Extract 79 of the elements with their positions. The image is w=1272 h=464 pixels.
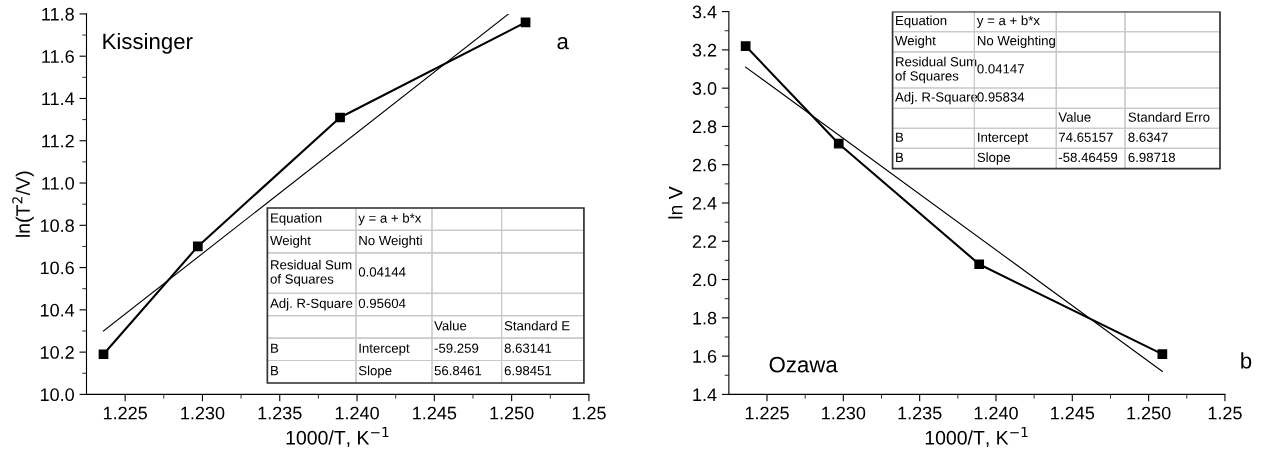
x-tick-label: 1.225	[745, 406, 789, 420]
x-tick-label: 1.245	[1051, 406, 1095, 420]
annotation: Weight	[270, 235, 311, 248]
y-axis-title: ln V	[668, 186, 683, 219]
x-tick-label: 1.235	[898, 406, 942, 420]
y-tick-label: 10.6	[40, 261, 74, 275]
y-tick-label: 1.4	[693, 388, 717, 401]
x-tick-label: 1.235	[258, 406, 302, 420]
annotation: B	[896, 152, 904, 162]
annotation: Value	[434, 320, 467, 331]
annotation: Adj. R-Square	[270, 298, 353, 311]
annotation: Slope	[977, 152, 1011, 165]
y-tick-label: 1.6	[693, 350, 717, 363]
x-tick-label: 1.225	[103, 406, 147, 420]
y-tick-label: 10.2	[40, 346, 74, 359]
y-tick-label: 10.4	[40, 303, 75, 317]
annotation: B	[896, 132, 904, 142]
x-tick-label: 1.240	[974, 406, 1018, 420]
y-tick-label: 11.8	[42, 7, 74, 21]
annotation: Equation	[896, 15, 947, 28]
y-tick-label: 1.8	[693, 311, 717, 325]
y-tick-label: 11.0	[42, 176, 74, 190]
x-tick-label: 1.25	[572, 406, 606, 420]
annotation: Intercept	[978, 132, 1029, 145]
text: b	[1241, 352, 1252, 369]
annotation: 6.98451	[504, 365, 552, 376]
annotation: Residual Sum of Squares	[270, 259, 352, 287]
x-tick-label: 1.240	[335, 406, 379, 420]
annotation: 0.95604	[358, 298, 406, 308]
y-tick-label: 2.8	[692, 120, 717, 134]
annotation: Adj. R-Square	[895, 91, 978, 105]
y-tick-label: 10.0	[40, 388, 74, 402]
y-tick-label: 11.4	[42, 92, 75, 106]
annotation: Intercept	[359, 343, 410, 356]
y-tick-label: 2.4	[692, 196, 717, 210]
annotation: Standard Erro	[1128, 112, 1210, 122]
y-tick-label: 11.2	[42, 134, 74, 148]
annotation: 56.8461	[434, 365, 482, 376]
x-axis-title: 1000/T, K$^{−1}$	[286, 427, 389, 447]
y-tick-label: 2.2	[692, 235, 717, 248]
y-tick-label: 3.0	[692, 82, 717, 95]
annotation: Residual Sum of Squares	[895, 56, 977, 84]
annotation: B	[271, 366, 279, 376]
y-tick-label: 2.0	[692, 273, 717, 287]
y-tick-label: 10.8	[40, 219, 74, 233]
y-tick-label: 2.6	[692, 158, 717, 172]
x-tick-label: 1.245	[413, 406, 457, 420]
annotation: 74.65157	[1059, 132, 1113, 142]
annotation: 0.95834	[977, 92, 1025, 102]
x-tick-label: 1.25	[1208, 406, 1242, 420]
annotation: 8.63141	[504, 343, 552, 353]
annotation: 8.6347	[1128, 132, 1168, 142]
x-tick-label: 1.250	[1127, 406, 1171, 420]
x-tick-label: 1.230	[822, 406, 866, 420]
annotation: 0.04147	[977, 64, 1024, 74]
annotation: 6.98718	[1128, 152, 1175, 163]
y-tick-label: 11.6	[42, 50, 74, 63]
annotation: a	[557, 37, 569, 50]
annotation: Slope	[358, 365, 392, 378]
annotation: 0.04144	[358, 267, 406, 277]
x-axis-title: 1000/T, K$^{−1}$	[925, 427, 1028, 447]
annotation: B	[271, 343, 279, 353]
annotation: Ozawa	[769, 356, 838, 373]
annotation: y = a + b*x	[976, 15, 1040, 28]
annotation: y = a + b*x	[358, 213, 422, 226]
annotation: Standard E	[504, 320, 570, 331]
annotation: No Weighti	[359, 235, 422, 248]
x-tick-label: 1.230	[181, 406, 225, 420]
y-tick-label: 3.2	[692, 43, 717, 57]
annotation: Equation	[271, 213, 322, 226]
annotation: -59.259	[434, 343, 479, 353]
x-tick-label: 1.250	[490, 406, 534, 420]
y-tick-label: 3.4	[692, 5, 717, 19]
annotation: Weight	[895, 35, 936, 48]
y-axis-title: ln(T$^{2}$/V)	[12, 171, 34, 237]
annotation: No Weighting	[977, 35, 1055, 48]
annotation: Kissinger	[103, 32, 193, 54]
annotation: -58.46459	[1058, 152, 1118, 163]
annotation: Value	[1058, 112, 1091, 122]
